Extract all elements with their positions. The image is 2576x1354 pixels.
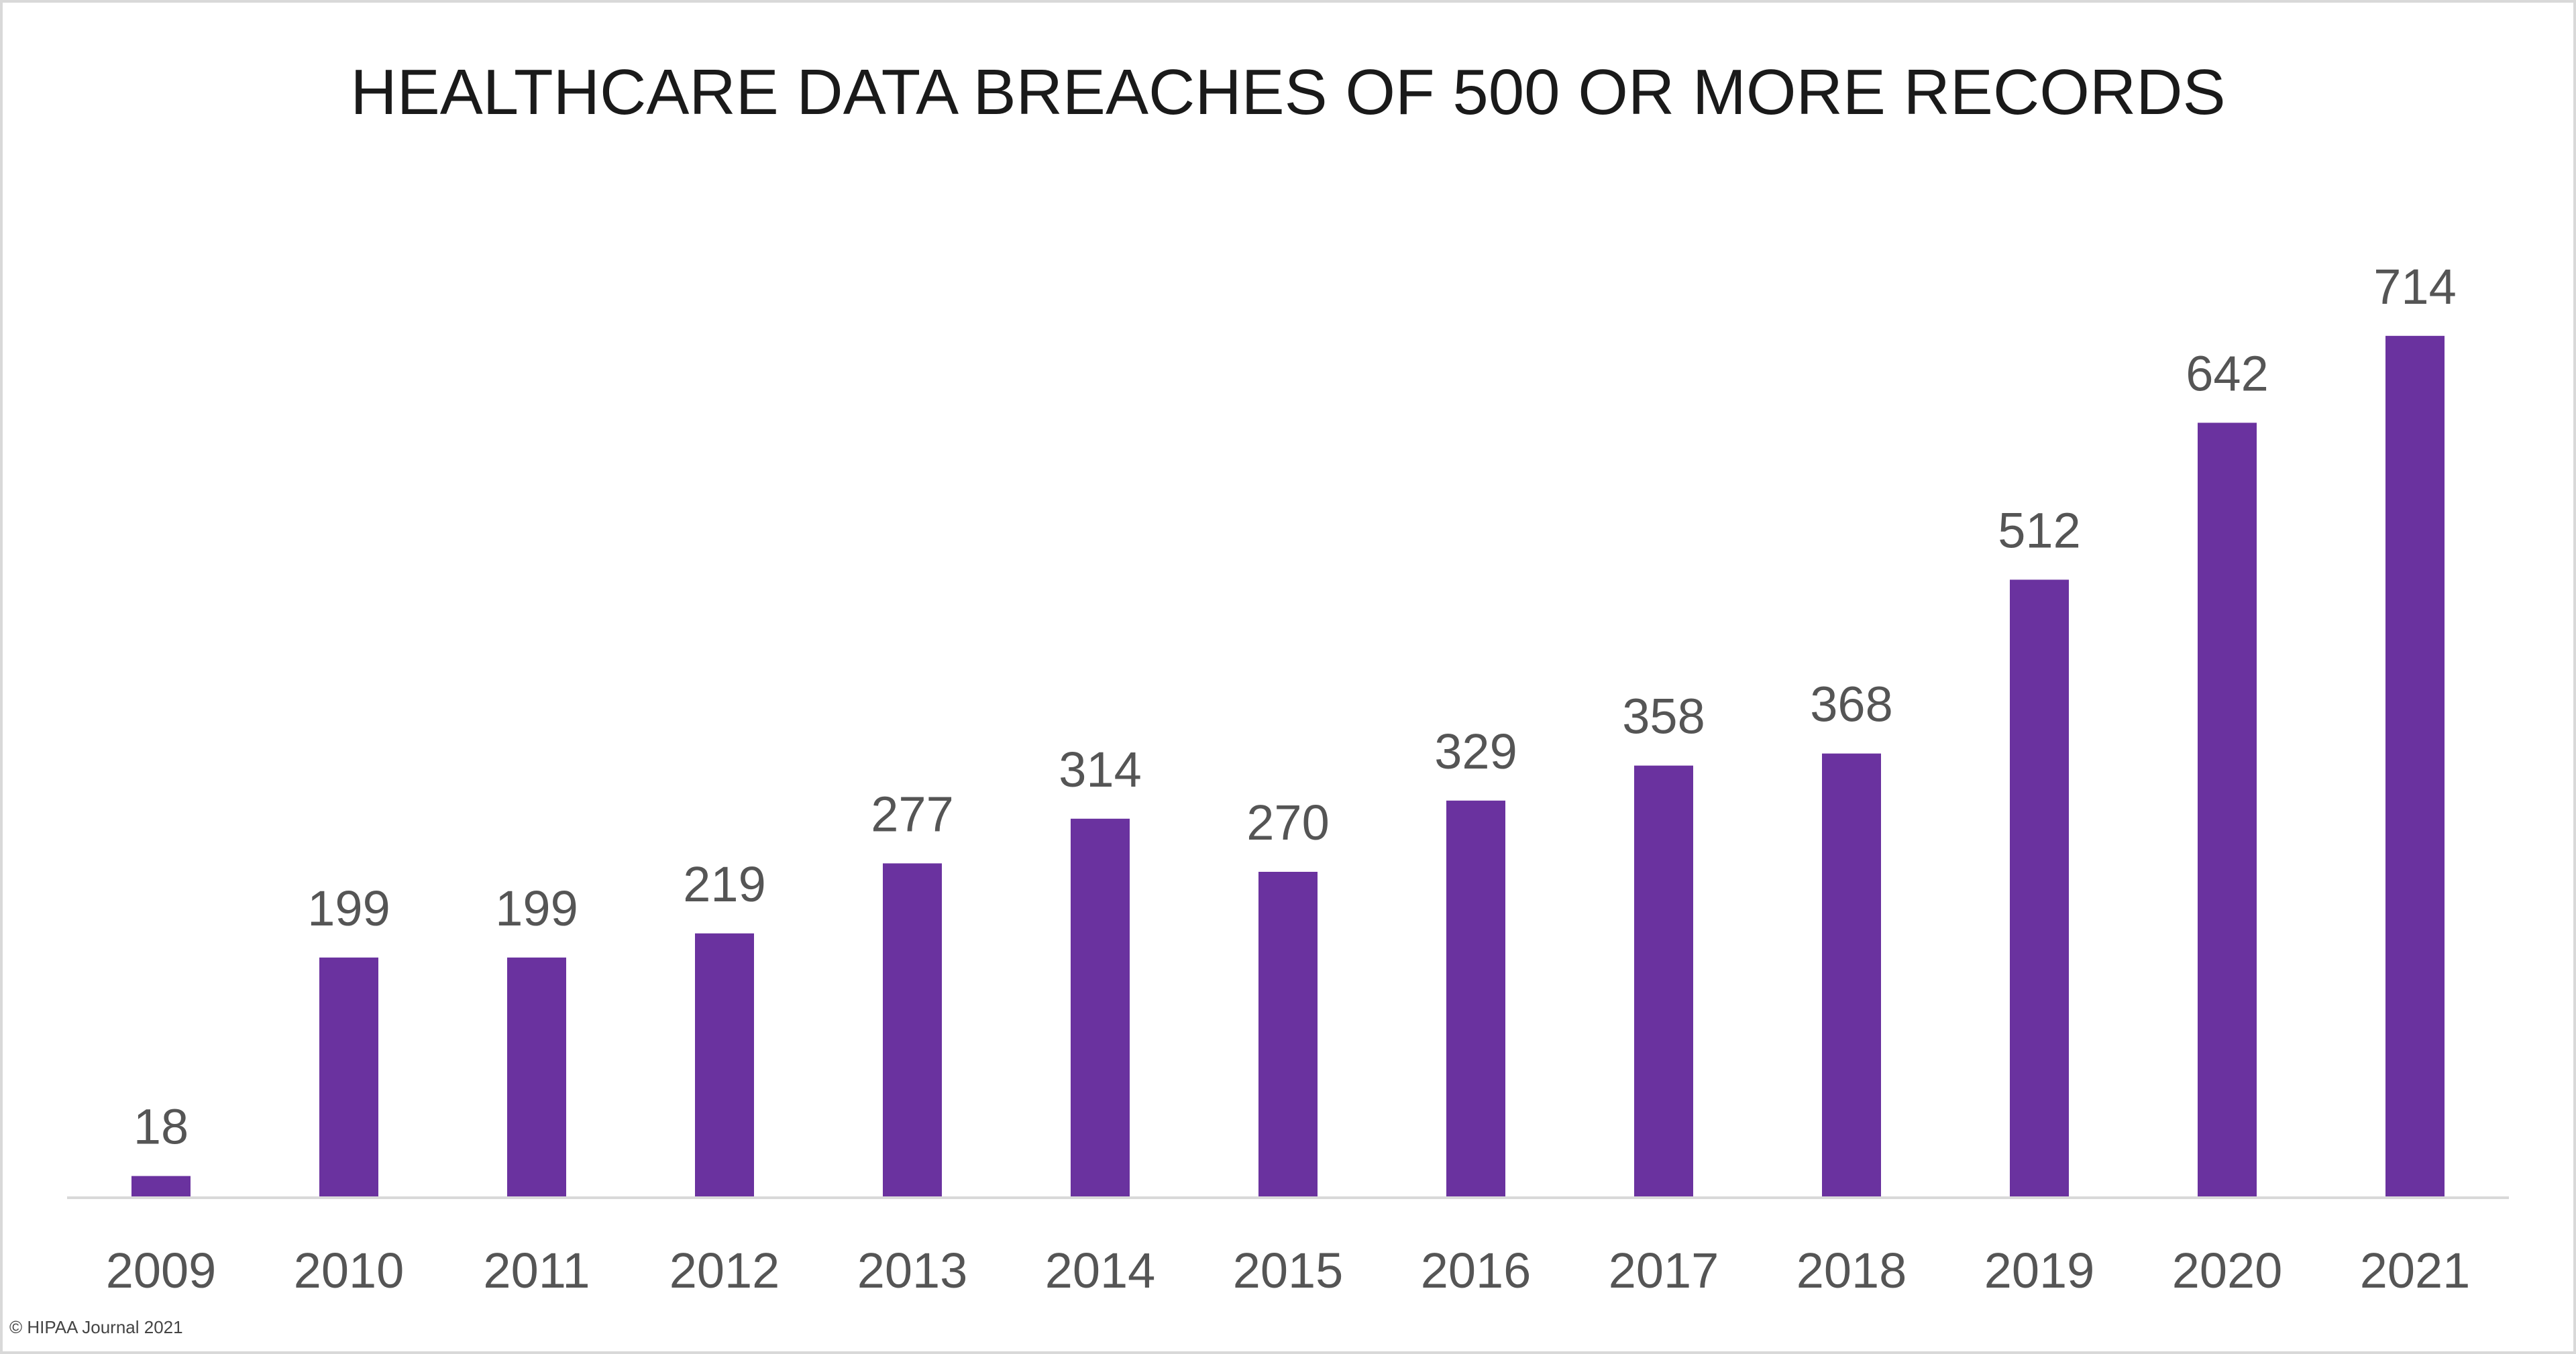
bar-2015 (1258, 872, 1318, 1198)
bar-2012 (695, 933, 754, 1198)
data-label-2010: 199 (307, 881, 390, 936)
x-tick-2017: 2017 (1609, 1243, 1719, 1298)
data-label-2019: 512 (1998, 502, 2080, 558)
x-tick-2015: 2015 (1233, 1243, 1344, 1298)
data-label-2018: 368 (1810, 677, 1892, 732)
data-label-2015: 270 (1246, 795, 1329, 850)
data-label-2012: 219 (683, 856, 765, 912)
x-tick-labels: 2009 2010 2011 2012 2013 2014 2015 2016 2017 2018… (106, 1243, 2471, 1298)
data-label-2016: 329 (1434, 724, 1517, 779)
data-label-2017: 358 (1622, 689, 1705, 744)
data-label-2014: 314 (1059, 742, 1141, 797)
bar-2018 (1822, 753, 1881, 1198)
data-labels: 18 199 199 219 277 314 270 329 358 368 512 642 714 (133, 259, 2457, 1155)
x-tick-2011: 2011 (483, 1243, 590, 1298)
data-label-2020: 642 (2186, 345, 2268, 401)
bar-2009 (131, 1176, 191, 1198)
data-label-2021: 714 (2373, 259, 2456, 315)
x-tick-2010: 2010 (294, 1243, 405, 1298)
bar-2016 (1446, 800, 1505, 1198)
x-tick-2019: 2019 (1984, 1243, 2095, 1298)
x-tick-2018: 2018 (1796, 1243, 1907, 1298)
x-tick-2021: 2021 (2360, 1243, 2471, 1298)
x-tick-2013: 2013 (857, 1243, 968, 1298)
bar-2021 (2385, 335, 2445, 1198)
bar-2013 (883, 863, 942, 1198)
x-tick-2009: 2009 (106, 1243, 217, 1298)
data-label-2013: 277 (871, 786, 953, 842)
x-tick-2014: 2014 (1045, 1243, 1156, 1298)
x-tick-2020: 2020 (2172, 1243, 2283, 1298)
bar-2011 (507, 957, 566, 1198)
bar-2020 (2198, 422, 2257, 1198)
data-label-2009: 18 (133, 1099, 189, 1155)
data-label-2011: 199 (495, 881, 578, 936)
bars-group (131, 335, 2445, 1198)
x-tick-2016: 2016 (1421, 1243, 1532, 1298)
bar-2014 (1071, 818, 1130, 1198)
copyright-note: © HIPAA Journal 2021 (9, 1317, 183, 1337)
bar-2017 (1634, 765, 1693, 1198)
bar-2019 (2010, 579, 2069, 1198)
bar-2010 (319, 957, 378, 1198)
x-tick-2012: 2012 (669, 1243, 780, 1298)
chart-title: HEALTHCARE DATA BREACHES OF 500 OR MORE … (350, 56, 2225, 128)
